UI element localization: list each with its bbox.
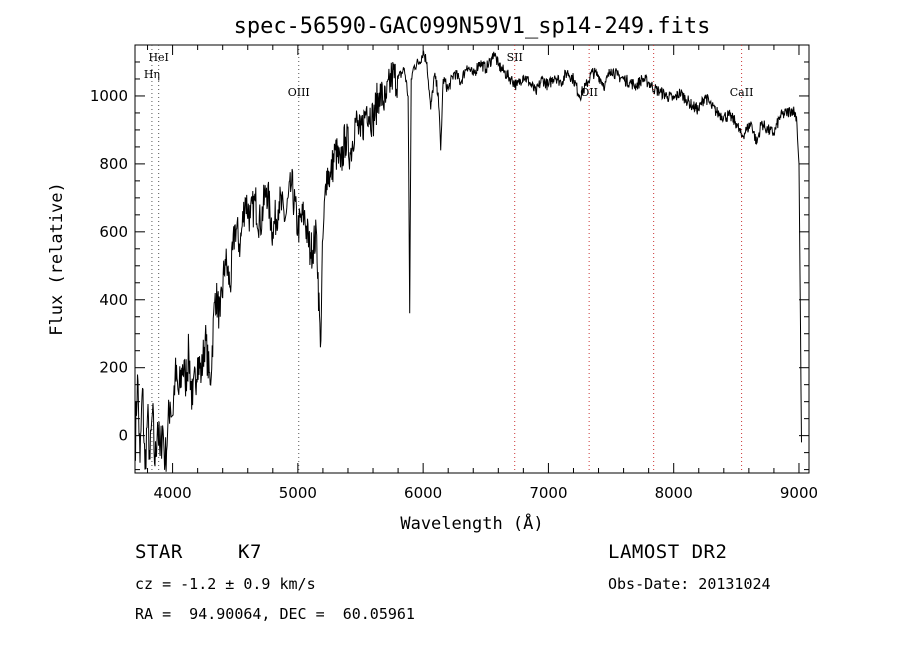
coordinates: RA = 94.90064, DEC = 60.05961 bbox=[135, 605, 415, 623]
line-label-3: SII bbox=[507, 51, 523, 64]
x-tick-label-5: 9000 bbox=[780, 484, 818, 502]
spectrum-series-line bbox=[134, 50, 802, 472]
y-tick-label-0: 0 bbox=[118, 427, 128, 445]
redshift-cz: cz = -1.2 ± 0.9 km/s bbox=[135, 575, 316, 593]
x-axis-label: Wavelength (Å) bbox=[400, 512, 543, 534]
y-tick-label-3: 600 bbox=[99, 223, 128, 241]
plot-frame bbox=[134, 44, 810, 474]
survey-name: LAMOST DR2 bbox=[608, 541, 728, 563]
line-label-1: Hη bbox=[144, 68, 160, 81]
line-label-0: HeI bbox=[148, 51, 168, 64]
line-label-6: CaII bbox=[730, 86, 754, 99]
axis-ticks: 4000 5000 6000 7000 8000 9000 0 200 400 600 800 100… bbox=[90, 45, 818, 502]
y-tick-label-1: 200 bbox=[99, 359, 128, 377]
x-tick-label-1: 5000 bbox=[279, 484, 317, 502]
object-subclass: K7 bbox=[238, 541, 262, 563]
object-type: STAR bbox=[135, 541, 183, 563]
line-label-2: OIII bbox=[288, 86, 310, 99]
y-tick-label-2: 400 bbox=[99, 291, 128, 309]
x-tick-label-2: 6000 bbox=[404, 484, 442, 502]
y-tick-label-5: 1000 bbox=[90, 87, 128, 105]
observation-date: Obs-Date: 20131024 bbox=[608, 575, 771, 593]
chart-title: spec-56590-GAC099N59V1_sp14-249.fits bbox=[234, 14, 711, 39]
y-tick-label-4: 800 bbox=[99, 155, 128, 173]
x-tick-label-4: 8000 bbox=[655, 484, 693, 502]
x-tick-label-0: 4000 bbox=[153, 484, 191, 502]
y-axis-label: Flux (relative) bbox=[47, 182, 67, 336]
x-tick-label-3: 7000 bbox=[529, 484, 567, 502]
